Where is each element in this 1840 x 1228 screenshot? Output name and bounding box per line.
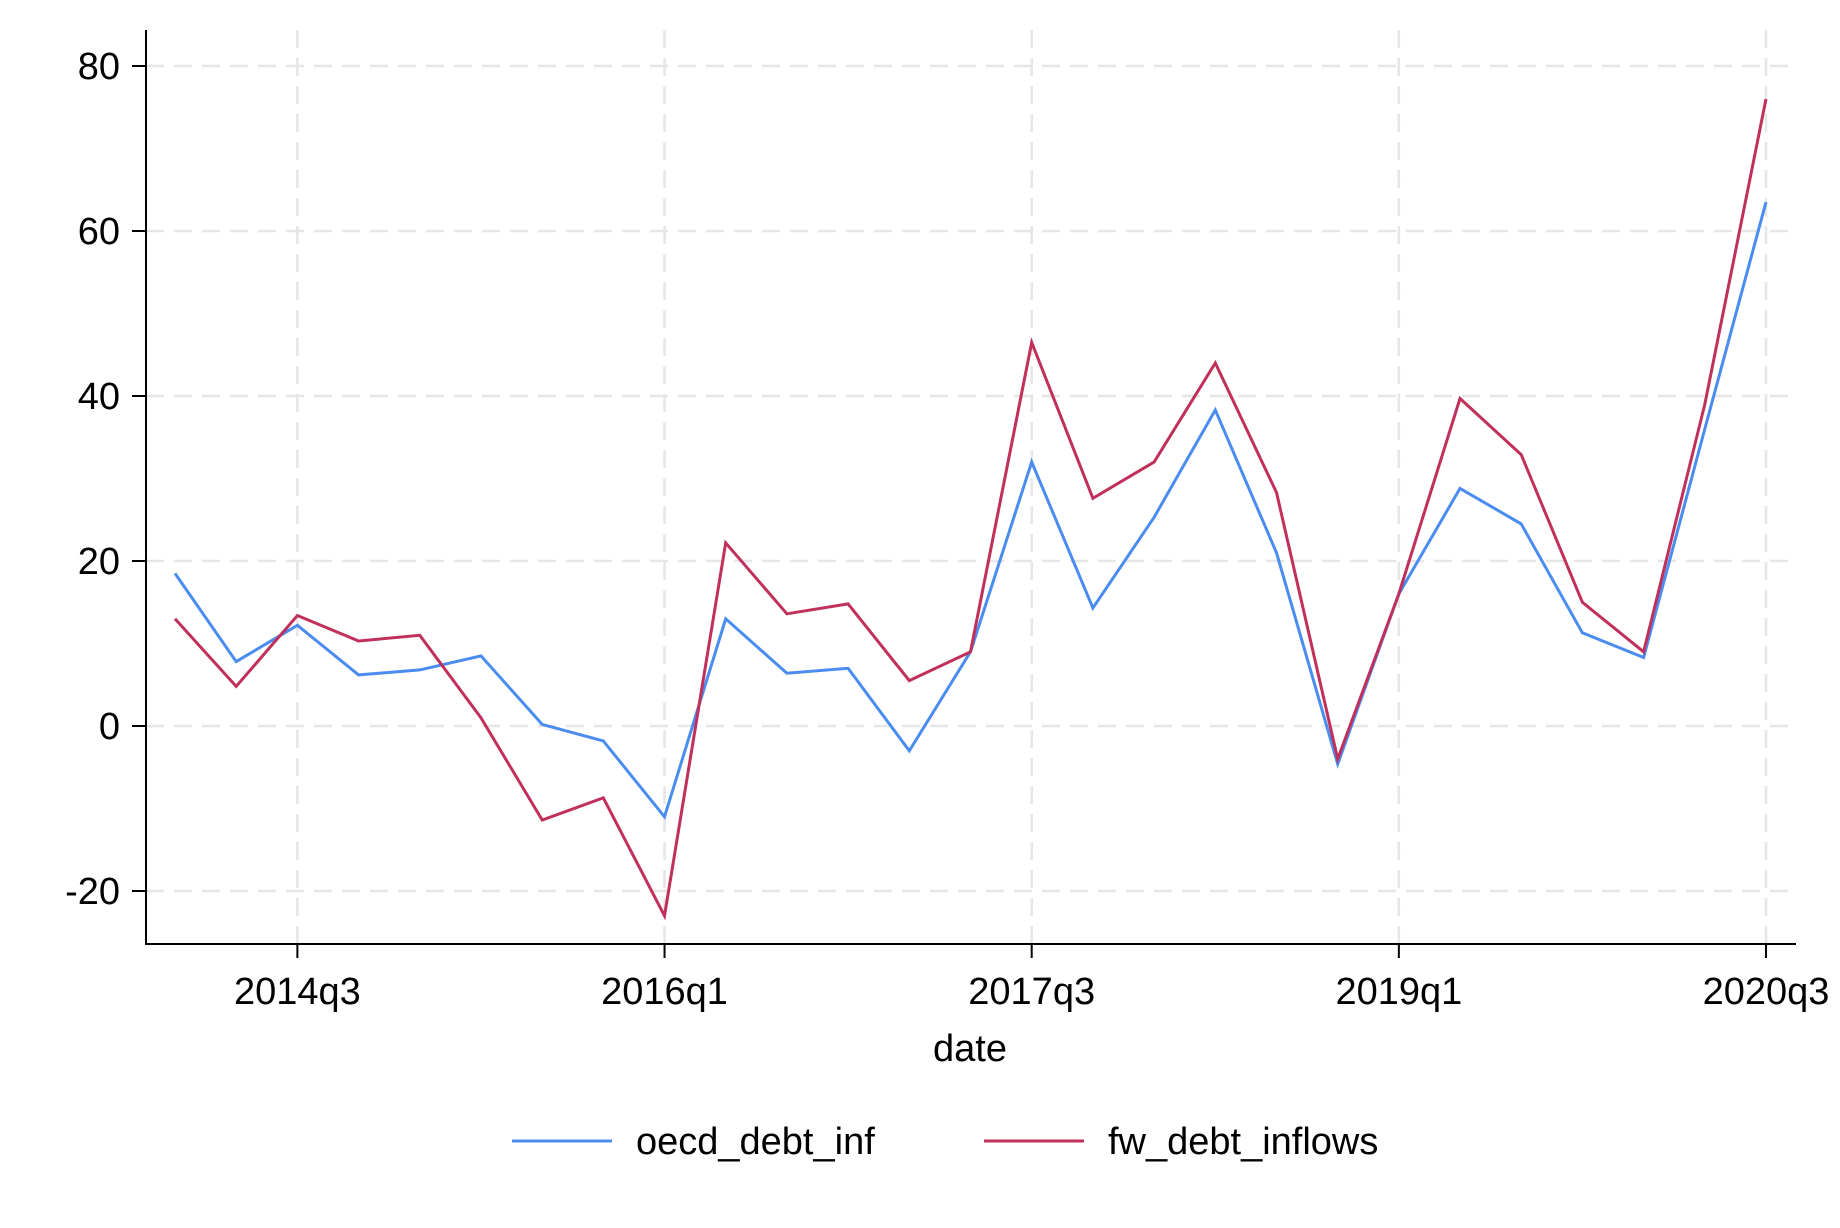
legend: oecd_debt_inf fw_debt_inflows (512, 1121, 1378, 1163)
y-tick-label: -20 (65, 871, 120, 913)
x-tick-label: 2016q1 (601, 971, 728, 1013)
series-layer (173, 98, 1768, 921)
series-line-fw-debt-inflows (173, 98, 1768, 921)
legend-item-fw-debt-inflows: fw_debt_inflows (984, 1121, 1378, 1163)
legend-label: fw_debt_inflows (1108, 1121, 1378, 1163)
x-axis-title: date (933, 1028, 1007, 1070)
x-tick-label: 2020q3 (1703, 971, 1830, 1013)
y-tick-label: 80 (78, 46, 120, 88)
y-tick-label: 20 (78, 541, 120, 583)
legend-label: oecd_debt_inf (636, 1121, 875, 1163)
axes-layer: -20 0 20 40 60 80 2014q3 2016q1 2017q3 2019q1 2020… (65, 30, 1829, 1013)
y-tick-label: 0 (99, 706, 120, 748)
y-tick-label: 60 (78, 211, 120, 253)
y-tick-label: 40 (78, 376, 120, 418)
x-tick-label: 2017q3 (968, 971, 1095, 1013)
x-tick-label: 2019q1 (1335, 971, 1462, 1013)
x-tick-label: 2014q3 (234, 971, 361, 1013)
grid-layer (146, 30, 1796, 944)
legend-item-oecd-debt-inf: oecd_debt_inf (512, 1121, 875, 1163)
series-line-oecd-debt-inf (173, 201, 1768, 820)
